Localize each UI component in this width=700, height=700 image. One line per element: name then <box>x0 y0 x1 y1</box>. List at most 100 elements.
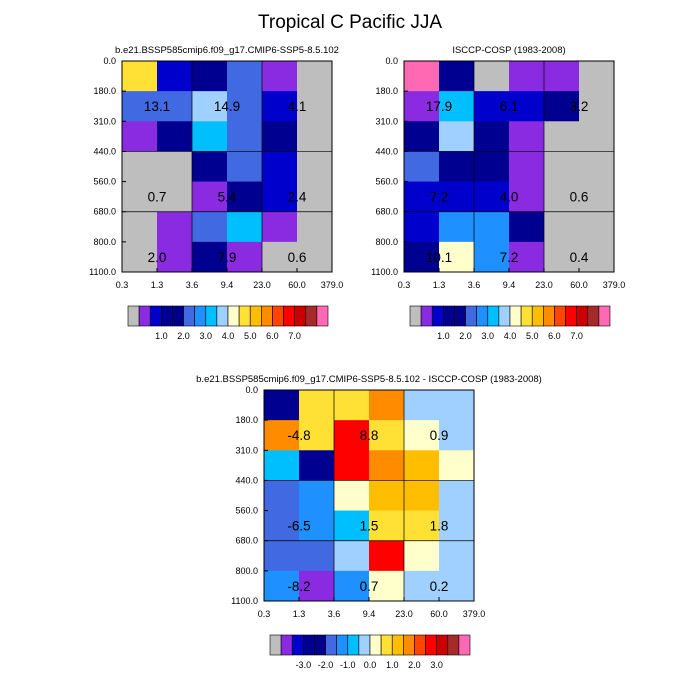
cell-annotation: 0.9 <box>430 428 449 443</box>
colorbar-label: 3.0 <box>430 660 443 670</box>
colorbar-label: -1.0 <box>340 660 356 670</box>
heatmap-cell <box>509 181 545 213</box>
heatmap-cell <box>157 91 193 122</box>
colorbar-swatch <box>436 634 449 656</box>
heatmap-cell <box>439 450 475 481</box>
y-tick-label: 0.0 <box>245 385 258 395</box>
heatmap-cell <box>264 450 300 481</box>
heatmap-cell <box>579 241 615 273</box>
heatmap-cell <box>334 540 370 572</box>
colorbar-swatch <box>172 305 184 327</box>
colorbar-label: 3.0 <box>482 331 495 341</box>
heatmap-cell <box>157 151 193 182</box>
heatmap-cell <box>544 151 580 182</box>
heatmap-cell <box>544 181 580 213</box>
cell-annotation: 1.8 <box>430 519 449 534</box>
heatmap-cell <box>404 420 440 451</box>
heatmap-cell <box>192 151 228 182</box>
cell-annotation: 0.7 <box>148 190 167 205</box>
colorbar-swatch <box>261 305 273 327</box>
colorbar-swatch <box>325 634 337 656</box>
colorbar-label: 7.0 <box>288 331 301 341</box>
heatmap-cell <box>334 420 370 451</box>
heatmap-cell <box>404 151 440 182</box>
heatmap-cell <box>297 181 333 213</box>
cell-annotation: 13.1 <box>144 99 170 114</box>
heatmap-cell <box>262 121 298 152</box>
heatmap-cell <box>122 91 158 122</box>
heatmap-cell <box>299 480 335 511</box>
heatmap-cell <box>227 121 263 152</box>
colorbar-swatch <box>454 305 466 327</box>
colorbar-swatch <box>425 634 437 656</box>
colorbar-swatch <box>458 634 471 656</box>
cell-annotation: 6.1 <box>500 99 519 114</box>
heatmap-cell <box>297 241 333 273</box>
heatmap-cell <box>509 241 545 273</box>
heatmap-cell <box>227 241 263 273</box>
heatmap-cell <box>439 540 475 572</box>
x-tick-label: 3.6 <box>186 280 199 290</box>
cell-annotation: 0.4 <box>570 250 589 265</box>
cell-annotation: 0.6 <box>288 250 307 265</box>
heatmap-cell <box>297 211 333 243</box>
colorbar-swatch <box>138 305 151 327</box>
heatmap-cell <box>122 61 158 92</box>
heatmap-cell <box>262 151 298 182</box>
panel-title: ISCCP-COSP (1983-2008) <box>452 45 565 56</box>
x-tick-label: 23.0 <box>253 280 271 290</box>
heatmap-cell <box>369 420 405 451</box>
heatmap-cell <box>192 121 228 152</box>
heatmap-cell <box>157 121 193 152</box>
heatmap-cell <box>544 121 580 152</box>
heatmap-cell <box>157 61 193 92</box>
colorbar-swatch <box>414 634 426 656</box>
colorbar-label: 3.0 <box>200 331 213 341</box>
y-tick-label: 680.0 <box>93 207 116 217</box>
x-tick-label: 23.0 <box>395 609 413 619</box>
colorbar-swatch <box>249 305 262 327</box>
heatmap-cell <box>404 121 440 152</box>
heatmap-cell <box>299 510 335 542</box>
colorbar-label: 4.0 <box>222 331 235 341</box>
heatmap-cell <box>439 570 475 602</box>
panel-1: b.e21.BSSP585cmip6.f09_g17.CMIP6-SSP5-8.… <box>89 45 343 290</box>
cell-annotation: 7.2 <box>430 190 449 205</box>
heatmap-cell <box>579 121 615 152</box>
heatmap-cell <box>439 211 475 243</box>
heatmap-cell <box>404 211 440 243</box>
heatmap-cell <box>404 91 440 122</box>
heatmap-cell <box>262 181 298 213</box>
heatmap-cell <box>157 181 193 213</box>
heatmap-cell <box>264 480 300 511</box>
panel-title: b.e21.BSSP585cmip6.f09_g17.CMIP6-SSP5-8.… <box>196 374 542 385</box>
colorbar-swatch <box>291 634 304 656</box>
colorbar-1: 1.0 2.0 3.0 4.0 5.0 6.0 7.0 <box>127 305 329 341</box>
heatmap-cell <box>334 390 370 421</box>
heatmap-cell <box>122 121 158 152</box>
x-tick-label: 1.3 <box>151 280 164 290</box>
colorbar-swatch <box>149 305 162 327</box>
heatmap-cell <box>299 450 335 481</box>
heatmap-cell <box>544 241 580 273</box>
y-tick-label: 0.0 <box>103 56 116 66</box>
panel-3: b.e21.BSSP585cmip6.f09_g17.CMIP6-SSP5-8.… <box>196 374 542 619</box>
heatmap-cell <box>439 181 475 213</box>
colorbar-swatch <box>391 634 404 656</box>
colorbar-swatch <box>531 305 544 327</box>
x-tick-label: 60.0 <box>430 609 448 619</box>
cell-annotation: 2.0 <box>148 250 167 265</box>
colorbar-swatch <box>238 305 251 327</box>
y-tick-label: 800.0 <box>93 237 116 247</box>
heatmap-cell <box>439 390 475 421</box>
heatmap-cell <box>299 390 335 421</box>
colorbar-swatch <box>465 305 477 327</box>
heatmap-cell <box>579 181 615 213</box>
heatmap-cell <box>439 420 475 451</box>
heatmap-cell <box>579 151 615 182</box>
cell-annotation: 0.6 <box>570 190 589 205</box>
colorbar-label: 6.0 <box>548 331 561 341</box>
colorbar-swatch <box>127 305 140 327</box>
colorbar-swatch <box>227 305 240 327</box>
